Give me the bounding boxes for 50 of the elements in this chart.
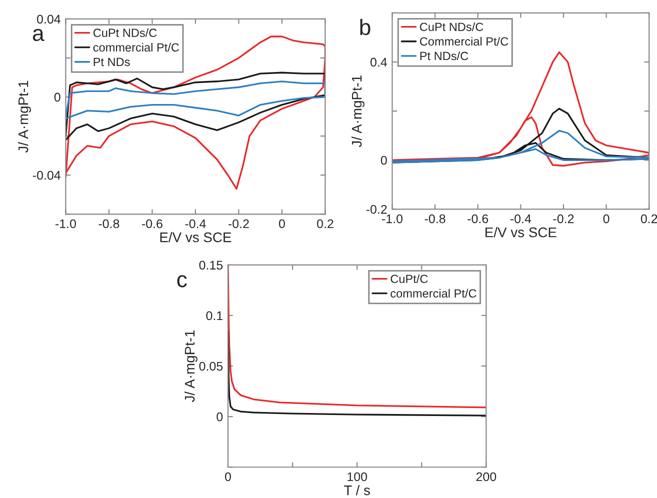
y-tick-label: 0.04 [37,14,60,24]
legend-label: commercial Pt/C [93,42,179,52]
line-series [66,72,326,141]
y-tick-label: 0 [54,92,60,102]
line-series [392,51,650,167]
x-tick-label: 200 [476,472,496,482]
y-axis-title: J/ A·mgPt-1 [184,330,198,402]
legend-label: commercial Pt/C [390,288,476,298]
x-tick-label: -0.8 [98,219,120,228]
x-tick-label: -0.4 [185,219,206,228]
x-tick-label: -0.6 [468,214,488,224]
x-axis-title: E/V vs SCE [486,227,556,238]
x-tick-label: 0.2 [317,219,334,228]
line-series [66,80,326,120]
x-tick-label: 0 [224,472,231,482]
x-tick-label: 0 [603,214,610,224]
x-tick-label: -0.6 [142,219,162,228]
x-axis-title: E/V vs SCE [160,232,232,242]
line-series [228,330,486,416]
legend-label: CuPt/C [390,274,428,284]
y-axis-title: J/ A·mgPt-1 [18,80,31,153]
chart-title: b [360,18,370,36]
x-tick-label: -0.4 [510,214,532,224]
legend-label: CuPt NDs/C [420,22,484,32]
x-tick-label: 0.2 [640,214,657,224]
chart-title: c [177,275,187,288]
x-tick-label: 100 [348,472,368,482]
y-tick-label: 0 [380,156,387,165]
y-tick-label: 0.1 [206,311,223,320]
x-tick-label: -1.0 [55,219,76,228]
chart-title: a [32,28,44,42]
legend-label: Pt NDs/C [420,51,468,60]
x-tick-label: -0.8 [424,214,446,224]
x-tick-label: -0.2 [553,214,574,224]
legend-label: Commercial Pt/C [420,36,508,46]
legend-label: Pt NDs [94,58,130,66]
y-tick-label: 0.05 [199,362,223,371]
y-tick-label: -0.04 [32,170,60,180]
y-tick-label: 0.15 [199,260,223,270]
x-tick-label: -1.0 [382,214,403,224]
line-series [66,36,326,190]
legend-label: CuPt NDs/C [93,28,157,38]
y-tick-label: -0.2 [366,204,387,214]
x-axis-title: T / s [344,485,370,496]
y-tick-label: 0.4 [370,58,388,67]
line-series [392,130,650,164]
y-axis-title: J/ A·mgPt-1 [351,75,364,148]
x-tick-label: 0 [278,219,285,228]
y-tick-label: 0 [216,412,223,422]
x-tick-label: -0.2 [228,219,249,228]
